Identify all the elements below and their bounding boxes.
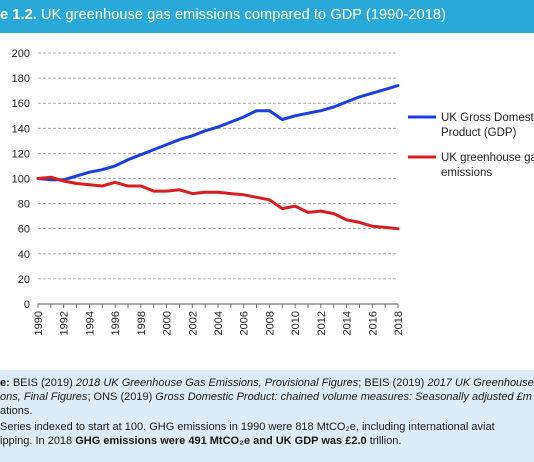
x-tick-label: 2012 (316, 311, 328, 335)
gdp-legend-label: Product (GDP) (441, 127, 517, 139)
x-tick-label: 2004 (213, 311, 225, 335)
y-tick-label: 100 (12, 174, 30, 186)
y-tick-label: 0 (24, 299, 30, 311)
source-label: e: (0, 377, 10, 389)
source-title: Gross Domestic Product: chained volume m… (155, 391, 532, 403)
figure-number: e 1.2. (0, 7, 37, 23)
y-tick-label: 80 (18, 199, 30, 211)
y-tick-label: 160 (12, 98, 30, 110)
x-tick-label: 2002 (187, 311, 199, 335)
note-highlight: GHG emissions were 491 MtCO₂e and UK GDP… (75, 435, 367, 447)
y-tick-label: 120 (12, 148, 30, 160)
x-tick-label: 2006 (239, 311, 251, 335)
y-tick-label: 140 (12, 123, 30, 135)
note-text: ipping. In 2018 (0, 435, 76, 447)
x-tick-label: 2000 (162, 311, 174, 335)
source-line-3: ations. (0, 405, 33, 417)
figure-notes: e: BEIS (2019) 2018 UK Greenhouse Gas Em… (0, 370, 534, 462)
source-title: 2017 UK Greenhouse G (427, 377, 534, 389)
figure-title-text: UK greenhouse gas emissions compared to … (36, 7, 447, 23)
x-tick-label: 1990 (33, 311, 45, 335)
source-line-2: ons, Final Figures; ONS (2019) Gross Dom… (0, 390, 532, 404)
x-tick-label: 1994 (84, 311, 96, 335)
ghg-series-line (36, 175, 400, 231)
note-line-1: Series indexed to start at 100. GHG emis… (0, 421, 495, 433)
ghg-legend-label: emissions (441, 167, 492, 179)
y-tick-label: 40 (18, 249, 30, 261)
x-tick-label: 2014 (342, 311, 354, 335)
y-tick-label: 20 (18, 274, 30, 286)
source-title: ons, Final Figures (0, 391, 88, 403)
source-line-1: e: BEIS (2019) 2018 UK Greenhouse Gas Em… (0, 376, 534, 390)
source-title: 2018 UK Greenhouse Gas Emissions, Provis… (75, 377, 359, 389)
x-tick-label: 2016 (367, 311, 379, 335)
y-tick-label: 60 (18, 224, 30, 236)
x-tick-label: 1998 (136, 311, 148, 335)
x-tick-label: 2010 (290, 311, 302, 335)
gdp-series-line (36, 84, 400, 182)
note-text: trillion. (366, 435, 402, 447)
x-tick-label: 2008 (264, 311, 276, 335)
source-text: BEIS (2019) (9, 377, 76, 389)
y-tick-label: 200 (12, 48, 30, 60)
source-text: ; BEIS (2019) (358, 377, 428, 389)
figure-title: e 1.2. UK greenhouse gas emissions compa… (0, 7, 446, 23)
y-tick-label: 180 (12, 73, 30, 85)
figure-title-bar: e 1.2. UK greenhouse gas emissions compa… (0, 0, 534, 33)
x-tick-label: 2018 (393, 311, 405, 335)
source-text: ; ONS (2019) (87, 391, 156, 403)
gdp-legend-label: UK Gross Domesti (441, 112, 534, 124)
ghg-legend-label: UK greenhouse ga (441, 152, 534, 164)
x-tick-label: 1992 (59, 311, 71, 335)
emissions-gdp-line-chart: 0 20 40 60 80 100 120 140 160 180 200 1990 1992 1994 1… (12, 48, 534, 335)
x-tick-label: 1996 (110, 311, 122, 335)
note-line-2: ipping. In 2018 GHG emissions were 491 M… (0, 434, 401, 448)
